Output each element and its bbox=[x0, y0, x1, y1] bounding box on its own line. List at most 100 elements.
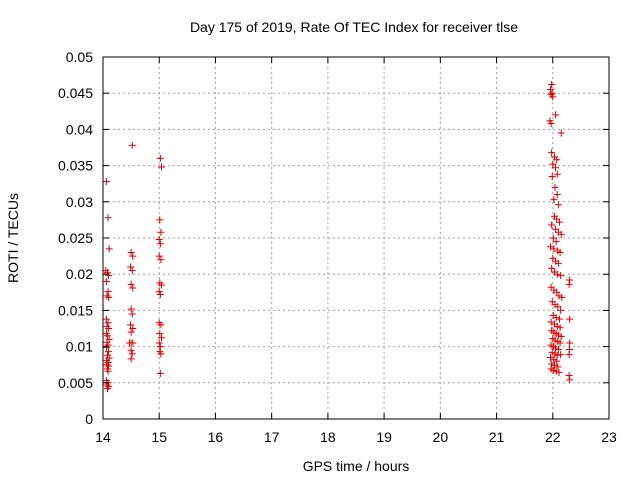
y-tick-label: 0 bbox=[85, 411, 93, 427]
data-point bbox=[548, 81, 556, 89]
data-point bbox=[553, 270, 561, 278]
data-point bbox=[103, 385, 111, 393]
data-point bbox=[550, 361, 558, 369]
data-point bbox=[103, 338, 111, 346]
y-tick-label: 0.05 bbox=[66, 49, 93, 65]
data-point bbox=[547, 120, 555, 128]
data-point bbox=[557, 230, 565, 238]
data-point bbox=[157, 228, 165, 236]
data-point bbox=[127, 346, 135, 354]
data-point bbox=[157, 350, 165, 358]
data-point bbox=[105, 245, 113, 253]
grid bbox=[103, 57, 609, 419]
y-tick-label: 0.03 bbox=[66, 194, 93, 210]
data-point bbox=[157, 334, 165, 342]
y-tick-label: 0.01 bbox=[66, 339, 93, 355]
data-point bbox=[155, 339, 163, 347]
data-point bbox=[556, 248, 564, 256]
data-point bbox=[553, 170, 561, 178]
x-axis-label: GPS time / hours bbox=[303, 458, 410, 474]
data-point bbox=[548, 89, 556, 97]
data-point bbox=[558, 293, 566, 301]
y-tick-label: 0.005 bbox=[58, 375, 93, 391]
x-tick-label: 17 bbox=[264, 429, 280, 445]
data-point bbox=[103, 351, 111, 359]
data-point bbox=[554, 303, 562, 311]
data-point bbox=[557, 332, 565, 340]
data-point bbox=[557, 351, 565, 359]
data-point bbox=[552, 164, 560, 172]
x-tick-label: 19 bbox=[376, 429, 392, 445]
data-point bbox=[155, 235, 163, 243]
data-point bbox=[566, 345, 574, 353]
data-point bbox=[556, 339, 564, 347]
data-point bbox=[156, 240, 164, 248]
data-point bbox=[105, 272, 113, 280]
data-point bbox=[102, 343, 110, 351]
data-point bbox=[549, 160, 557, 168]
data-point bbox=[127, 321, 135, 329]
data-point bbox=[102, 178, 110, 186]
y-tick-label: 0.015 bbox=[58, 302, 93, 318]
data-point bbox=[103, 292, 111, 300]
data-point bbox=[554, 201, 562, 209]
data-point bbox=[128, 267, 136, 275]
data-point bbox=[552, 111, 560, 119]
data-point bbox=[156, 369, 164, 377]
data-point bbox=[156, 290, 164, 298]
data-point bbox=[157, 321, 165, 329]
data-point bbox=[548, 221, 556, 229]
data-point bbox=[557, 272, 565, 280]
data-point bbox=[553, 156, 561, 164]
data-point bbox=[155, 252, 163, 260]
y-tick-label: 0.04 bbox=[66, 121, 93, 137]
data-point bbox=[128, 141, 136, 149]
data-point bbox=[157, 163, 165, 171]
data-point bbox=[556, 315, 564, 323]
data-point bbox=[103, 269, 111, 277]
data-point bbox=[547, 86, 555, 94]
data-point bbox=[554, 363, 562, 371]
data-point bbox=[554, 345, 562, 353]
data-point bbox=[104, 319, 112, 327]
data-point bbox=[129, 325, 137, 332]
data-point bbox=[548, 149, 556, 157]
x-tick-label: 20 bbox=[433, 429, 449, 445]
data-point bbox=[104, 367, 112, 375]
data-point bbox=[104, 288, 112, 296]
data-points bbox=[102, 81, 574, 393]
data-point bbox=[157, 281, 165, 289]
data-point bbox=[129, 252, 137, 260]
data-point bbox=[157, 256, 165, 264]
data-point bbox=[105, 325, 113, 332]
data-point bbox=[551, 183, 559, 191]
data-point bbox=[548, 172, 556, 180]
x-tick-label: 23 bbox=[601, 429, 617, 445]
data-point bbox=[550, 245, 558, 253]
x-tick-label: 16 bbox=[208, 429, 224, 445]
data-point bbox=[102, 277, 110, 285]
data-point bbox=[549, 93, 557, 101]
data-point bbox=[103, 361, 111, 369]
data-point bbox=[129, 284, 137, 292]
x-tick-label: 22 bbox=[545, 429, 561, 445]
ticks bbox=[102, 56, 610, 420]
data-point bbox=[566, 376, 574, 384]
data-point bbox=[552, 238, 560, 246]
data-point bbox=[565, 280, 573, 288]
data-point bbox=[156, 216, 164, 224]
data-point bbox=[554, 259, 562, 267]
data-point bbox=[566, 276, 574, 284]
data-point bbox=[156, 330, 164, 338]
data-point bbox=[556, 324, 564, 332]
data-point bbox=[566, 339, 574, 347]
chart-title: Day 175 of 2019, Rate Of TEC Index for r… bbox=[190, 19, 518, 35]
data-point bbox=[156, 154, 164, 162]
data-point bbox=[129, 339, 137, 347]
data-point bbox=[552, 314, 560, 322]
x-tick-label: 14 bbox=[95, 429, 111, 445]
data-point bbox=[105, 362, 113, 370]
data-point bbox=[555, 369, 563, 377]
data-point bbox=[155, 288, 163, 296]
